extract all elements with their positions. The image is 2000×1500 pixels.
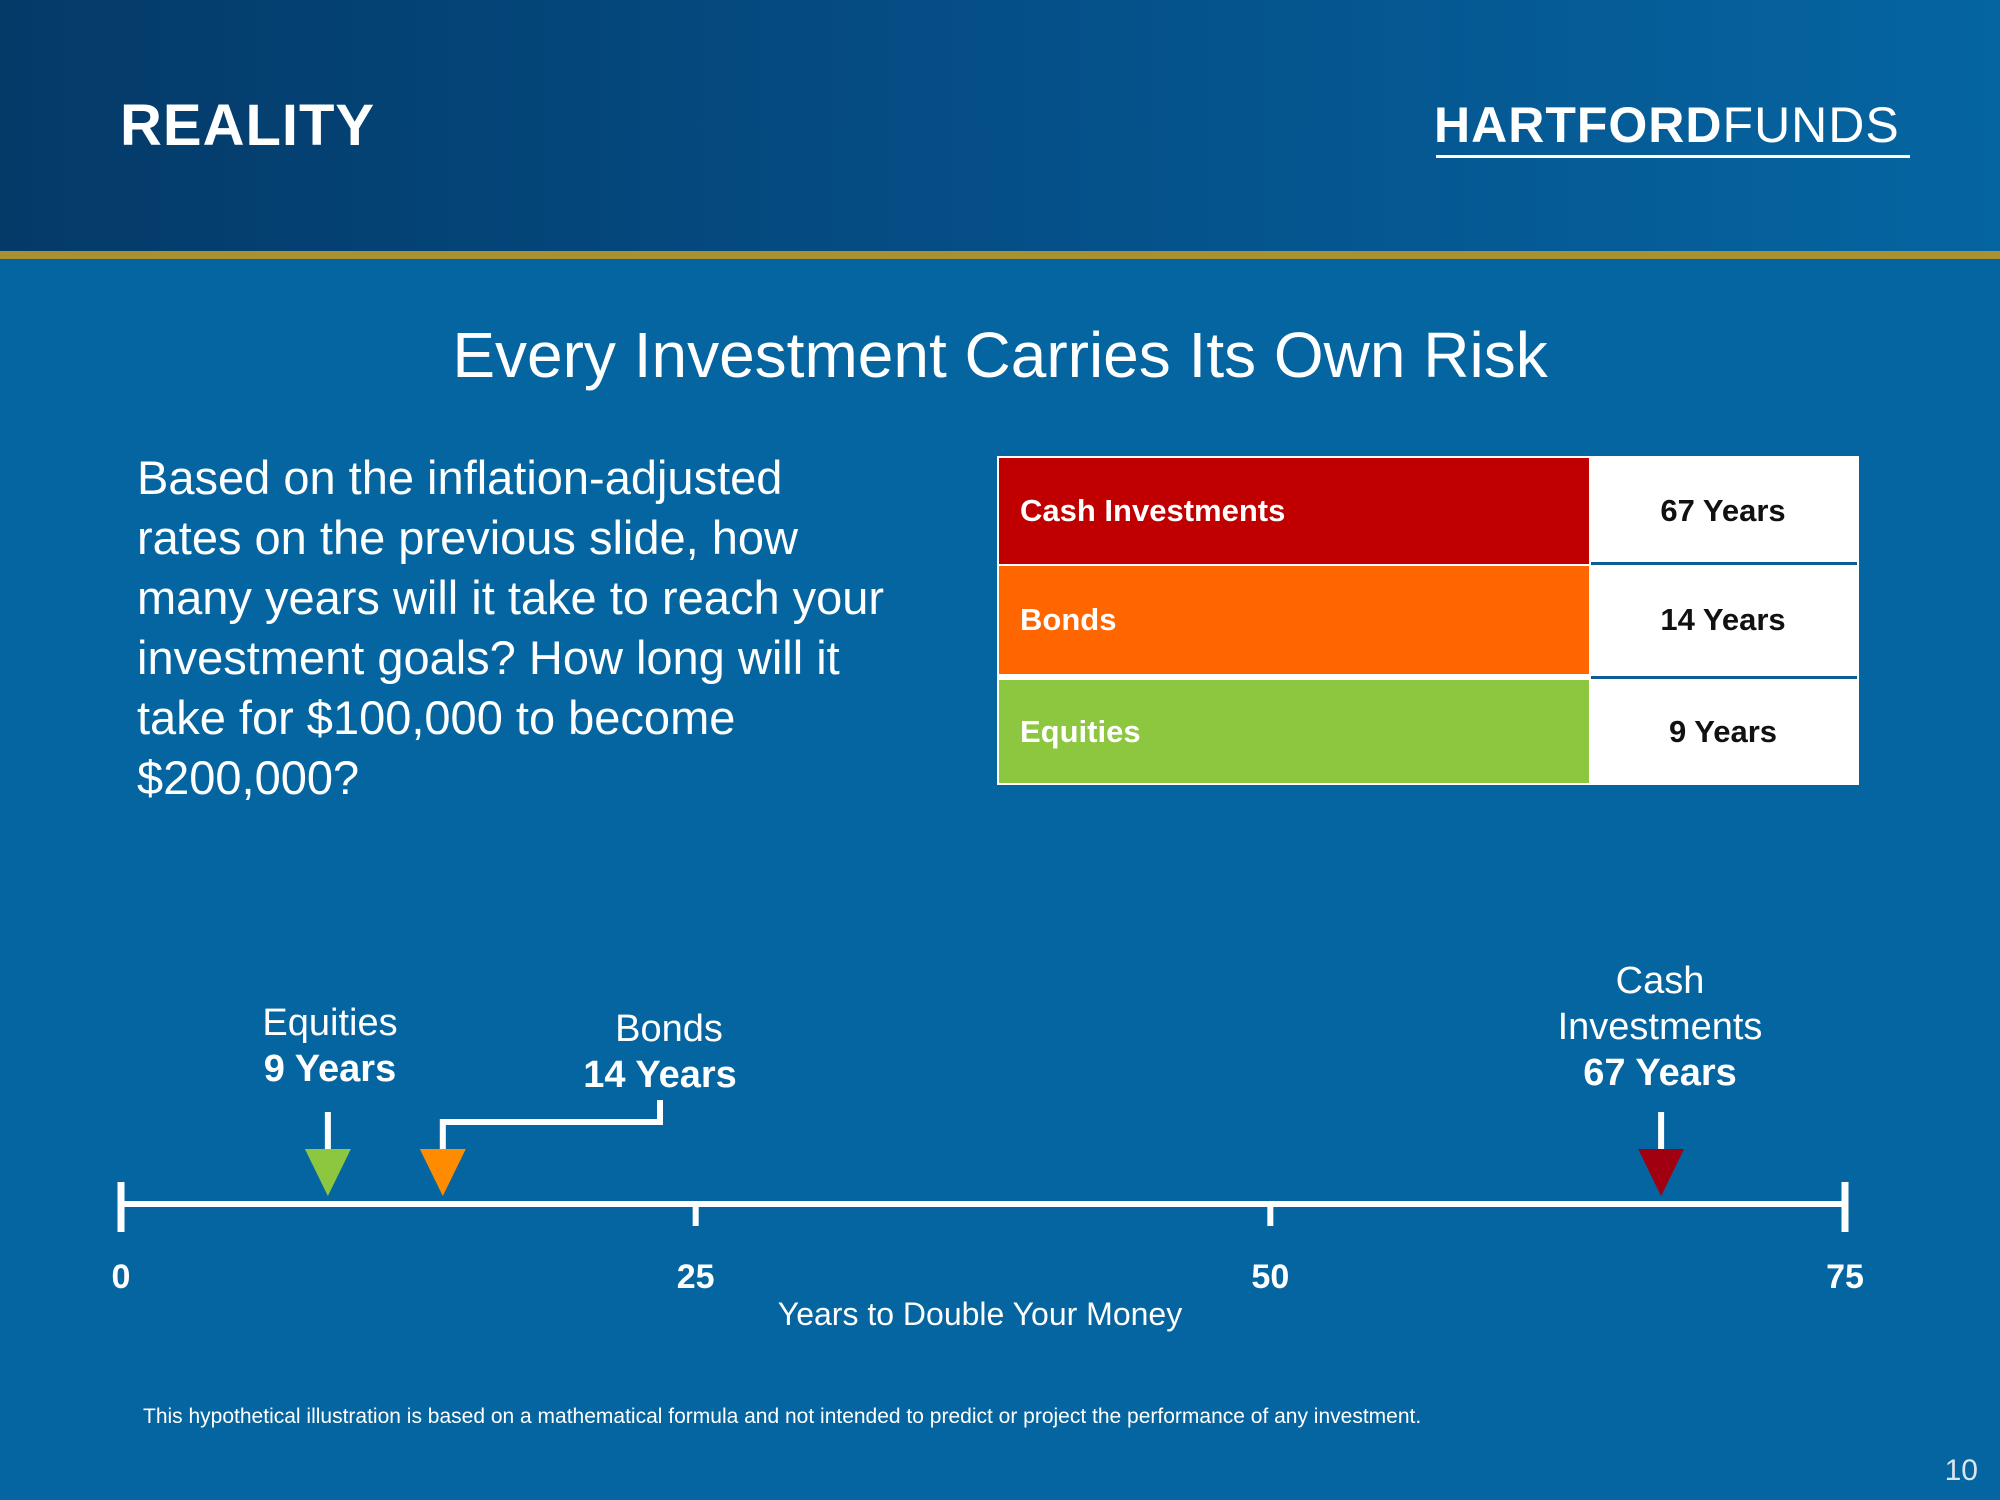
table-row-equities: Equities 9 Years [999, 680, 1857, 783]
header-divider [0, 251, 2000, 259]
equities-marker-triangle [304, 1149, 351, 1196]
equities-marker-label: Equities 9 Years [230, 1000, 430, 1092]
table-value-equities: 9 Years [1668, 713, 1778, 749]
cash-marker-triangle [1638, 1149, 1685, 1196]
bonds-marker-leader [439, 1100, 663, 1149]
section-title: REALITY [120, 93, 376, 158]
hartford-funds-logo: HARTFORDFUNDS [1434, 96, 1910, 154]
tick-label: 50 [1251, 1258, 1290, 1296]
header-band [0, 0, 2000, 251]
table-label-bonds: Bonds [999, 566, 1589, 674]
table-row-cash: Cash Investments 67 Years [999, 458, 1857, 564]
bonds-marker-label: Bonds 14 Years [560, 1006, 760, 1098]
equities-marker-name: Equities [262, 1002, 398, 1044]
table-label-cash: Cash Investments [999, 458, 1589, 564]
doubling-time-table: Cash Investments 67 Years Bonds 14 Years… [997, 456, 1859, 785]
cash-marker-name-line1: Cash [1615, 960, 1705, 1002]
page-number: 10 [1944, 1454, 1978, 1487]
x-axis-title: Years to Double Your Money [777, 1296, 1183, 1332]
table-row-divider [1591, 562, 1857, 565]
bonds-marker-triangle [419, 1149, 466, 1196]
table-row-divider [1591, 676, 1857, 679]
cash-marker-years: 67 Years [1583, 1052, 1737, 1094]
tick-label: 25 [676, 1258, 715, 1296]
equities-marker-years: 9 Years [263, 1048, 397, 1090]
timeline-ticks [117, 1182, 1849, 1232]
cash-marker-name-line2: Investments [1557, 1006, 1763, 1048]
logo-word-funds: FUNDS [1722, 97, 1900, 153]
tick-label: 75 [1826, 1258, 1864, 1296]
table-label-equities: Equities [999, 680, 1589, 783]
table-row-bonds: Bonds 14 Years [999, 566, 1857, 674]
cash-marker-label: Cash Investments 67 Years [1520, 958, 1800, 1096]
table-value-cash: 67 Years [1660, 493, 1786, 528]
timeline-markers [304, 1100, 1685, 1196]
slide-title: Every Investment Carries Its Own Risk [452, 319, 1548, 391]
disclaimer-text: This hypothetical illustration is based … [143, 1405, 1422, 1428]
tick-label: 0 [111, 1258, 131, 1296]
logo-underline [1436, 155, 1910, 158]
bonds-marker-years: 14 Years [583, 1054, 737, 1096]
bonds-marker-name: Bonds [615, 1008, 723, 1050]
logo-word-hartford: HARTFORD [1434, 97, 1723, 153]
table-value-bonds: 14 Years [1660, 602, 1786, 637]
question-text: Based on the inflation-adjusted rates on… [137, 451, 885, 804]
